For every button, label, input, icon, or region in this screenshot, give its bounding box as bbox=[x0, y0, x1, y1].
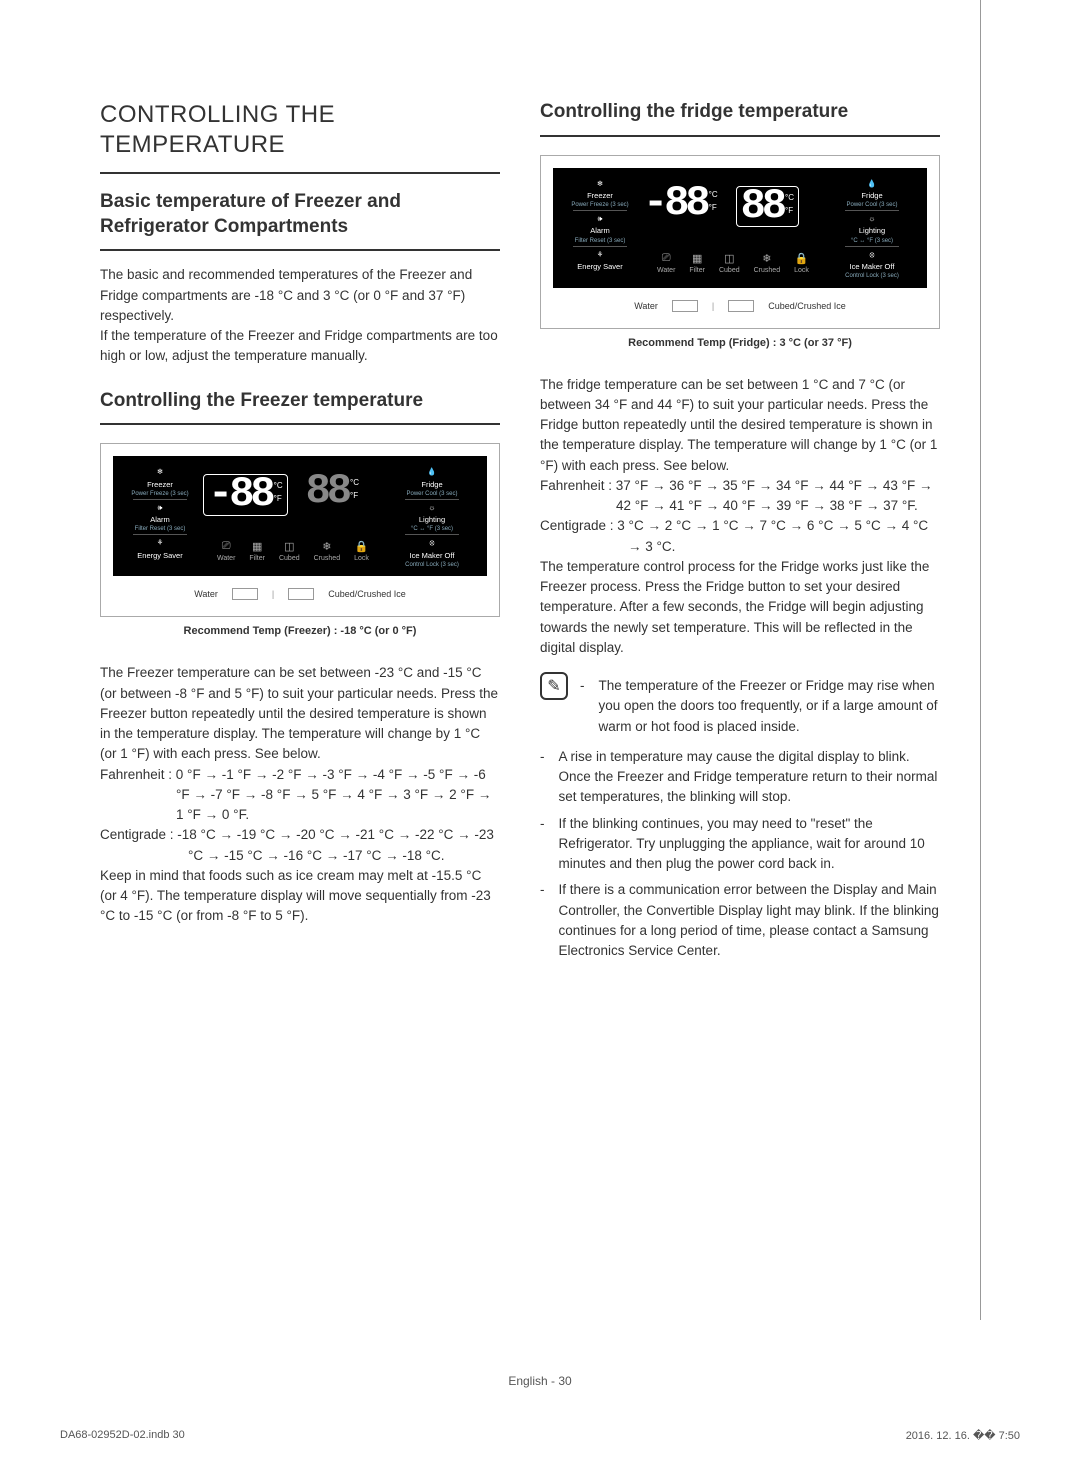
bullet-text: If the blinking continues, you may need … bbox=[559, 814, 941, 875]
caption-fridge: Recommend Temp (Fridge) : 3 °C (or 37 °F… bbox=[540, 337, 940, 349]
label-power-cool: Power Cool (3 sec) bbox=[387, 491, 477, 497]
paragraph: The Freezer temperature can be set betwe… bbox=[100, 663, 500, 764]
fridge-temp-display: 88 °C°F bbox=[736, 186, 799, 228]
freezer-temp-display: -88 °C°F bbox=[643, 186, 718, 222]
section-fridge-temp: Controlling the fridge temperature bbox=[540, 100, 940, 137]
ice-off-icon: ⦻ bbox=[827, 249, 917, 261]
sequence-centigrade: Centigrade : -18 °C → -19 °C → -20 °C → … bbox=[100, 825, 500, 866]
label-alarm: Alarm bbox=[563, 225, 637, 237]
snowflake-icon: ❄ bbox=[123, 466, 197, 478]
sound-icon: 🕪 bbox=[563, 213, 637, 225]
drop-icon: 💧 bbox=[387, 466, 477, 478]
filter-icon: ▦Filter bbox=[249, 540, 265, 562]
dispenser-lever: Water | Cubed/Crushed Ice bbox=[553, 288, 927, 316]
label-control-lock: Control Lock (3 sec) bbox=[387, 562, 477, 568]
label-power-freeze: Power Freeze (3 sec) bbox=[123, 491, 197, 497]
crushed-icon: ❄Crushed bbox=[754, 252, 780, 274]
label-ice-maker-off: Ice Maker Off bbox=[387, 550, 477, 562]
leaf-icon: ⚘ bbox=[563, 249, 637, 261]
label-lighting: Lighting bbox=[827, 225, 917, 237]
freezer-temp-display: -88 °C°F bbox=[203, 474, 288, 516]
label-freezer: Freezer bbox=[563, 190, 637, 202]
dispenser-lever: Water | Cubed/Crushed Ice bbox=[113, 576, 487, 604]
sequence-fahrenheit: Fahrenheit : 37 °F → 36 °F → 35 °F → 34 … bbox=[540, 476, 940, 517]
note-icon: ✎ bbox=[540, 672, 568, 700]
lock-icon: 🔒Lock bbox=[354, 540, 369, 562]
section-freezer-temp: Controlling the Freezer temperature bbox=[100, 389, 500, 426]
footer-file: DA68-02952D-02.indb 30 bbox=[60, 1429, 185, 1442]
sequence-centigrade: Centigrade : 3 °C → 2 °C → 1 °C → 7 °C →… bbox=[540, 516, 940, 557]
bulb-icon: ☼ bbox=[387, 502, 477, 514]
water-icon: ⎚Water bbox=[217, 540, 235, 562]
drop-icon: 💧 bbox=[827, 178, 917, 190]
footer-date: 2016. 12. 16. �� 7:50 bbox=[906, 1429, 1020, 1442]
label-control-lock: Control Lock (3 sec) bbox=[827, 273, 917, 279]
bullet-text: If there is a communication error betwee… bbox=[559, 880, 941, 961]
label-power-cool: Power Cool (3 sec) bbox=[827, 202, 917, 208]
label-cf: °C ↔ °F (3 sec) bbox=[827, 238, 917, 244]
leaf-icon: ⚘ bbox=[123, 537, 197, 549]
label-power-freeze: Power Freeze (3 sec) bbox=[563, 202, 637, 208]
sequence-fahrenheit: Fahrenheit : 0 °F → -1 °F → -2 °F → -3 °… bbox=[100, 765, 500, 826]
lock-icon: 🔒Lock bbox=[794, 252, 809, 274]
bullet-text: A rise in temperature may cause the digi… bbox=[559, 747, 941, 808]
cubed-icon: ◫Cubed bbox=[719, 252, 740, 274]
label-energy-saver: Energy Saver bbox=[123, 550, 197, 562]
paragraph: Keep in mind that foods such as ice crea… bbox=[100, 866, 500, 927]
ice-off-icon: ⦻ bbox=[387, 537, 477, 549]
fridge-temp-display: 88 °C°F bbox=[306, 474, 359, 510]
cubed-icon: ◫Cubed bbox=[279, 540, 300, 562]
label-alarm: Alarm bbox=[123, 514, 197, 526]
page-title: CONTROLLING THE TEMPERATURE bbox=[100, 100, 500, 174]
caption-freezer: Recommend Temp (Freezer) : -18 °C (or 0 … bbox=[100, 625, 500, 637]
note-text: The temperature of the Freezer or Fridge… bbox=[599, 676, 941, 737]
label-energy-saver: Energy Saver bbox=[563, 261, 637, 273]
label-filter-reset: Filter Reset (3 sec) bbox=[123, 526, 197, 532]
paragraph: The temperature control process for the … bbox=[540, 557, 940, 658]
page-number: English - 30 bbox=[0, 1374, 1080, 1388]
label-fridge: Fridge bbox=[827, 190, 917, 202]
label-fridge: Fridge bbox=[387, 479, 477, 491]
sound-icon: 🕪 bbox=[123, 502, 197, 514]
label-cf: °C ↔ °F (3 sec) bbox=[387, 526, 477, 532]
section-basic-temp: Basic temperature of Freezer and Refrige… bbox=[100, 190, 500, 251]
paragraph: The fridge temperature can be set betwee… bbox=[540, 375, 940, 476]
label-ice-maker-off: Ice Maker Off bbox=[827, 261, 917, 273]
label-lighting: Lighting bbox=[387, 514, 477, 526]
control-panel-figure-fridge: ❄ Freezer Power Freeze (3 sec) 🕪 Alarm F… bbox=[540, 155, 940, 329]
control-panel-figure-freezer: ❄ Freezer Power Freeze (3 sec) 🕪 Alarm F… bbox=[100, 443, 500, 617]
label-filter-reset: Filter Reset (3 sec) bbox=[563, 238, 637, 244]
label-freezer: Freezer bbox=[123, 479, 197, 491]
water-icon: ⎚Water bbox=[657, 252, 675, 274]
snowflake-icon: ❄ bbox=[563, 178, 637, 190]
paragraph: The basic and recommended temperatures o… bbox=[100, 265, 500, 366]
crushed-icon: ❄Crushed bbox=[314, 540, 340, 562]
filter-icon: ▦Filter bbox=[689, 252, 705, 274]
bulb-icon: ☼ bbox=[827, 213, 917, 225]
